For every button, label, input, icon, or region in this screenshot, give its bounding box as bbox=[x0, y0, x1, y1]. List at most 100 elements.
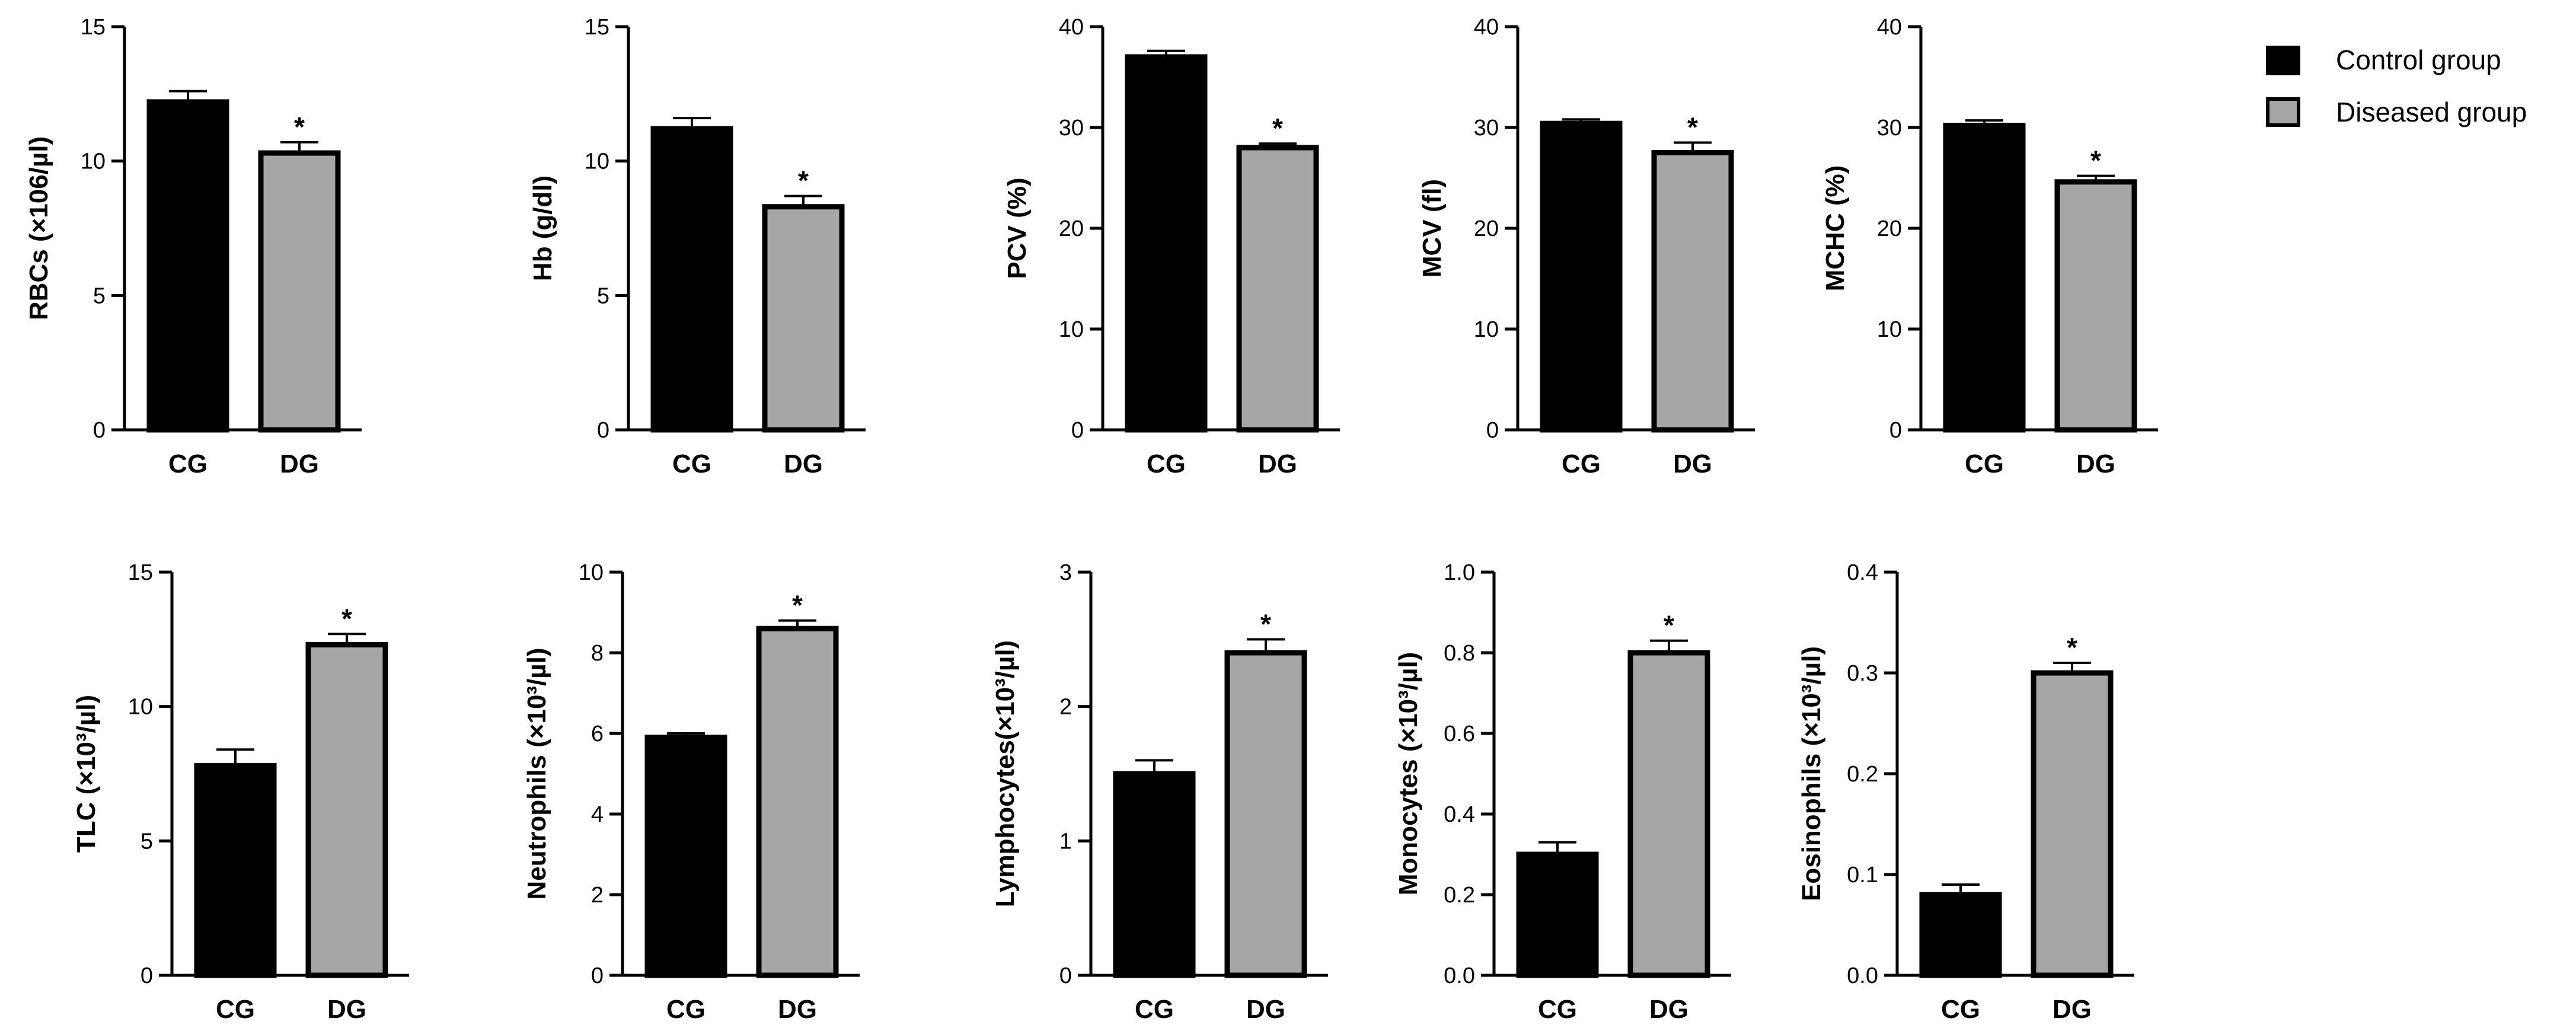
x-category-label: DG bbox=[1246, 995, 1285, 1024]
x-category-label: DG bbox=[2052, 995, 2092, 1024]
y-tick-label: 2 bbox=[1059, 695, 1072, 720]
y-tick-label: 40 bbox=[1474, 15, 1499, 40]
chart-panel-3: 0 10 20 30 40 CG * DG PCV (%) bbox=[1003, 15, 1340, 478]
bar-dg bbox=[1627, 650, 1710, 978]
bar-cg bbox=[1125, 54, 1208, 433]
y-axis-title: RBCs (×106/µl) bbox=[24, 136, 53, 320]
y-axis-title: Neutrophils (×10³/µl) bbox=[522, 647, 551, 899]
chart-panel-2: 0 5 10 15 CG * DG Hb (g/dl) bbox=[528, 15, 866, 478]
x-category-label: CG bbox=[1147, 449, 1186, 478]
y-tick-label: 0.4 bbox=[1847, 560, 1878, 585]
bar-cg bbox=[194, 762, 277, 978]
y-tick-label: 20 bbox=[1474, 216, 1499, 241]
y-tick-label: 3 bbox=[1059, 560, 1072, 585]
bar-dg bbox=[258, 150, 341, 433]
bar-dg bbox=[1236, 145, 1319, 433]
bar-dg bbox=[762, 204, 845, 433]
x-category-label: CG bbox=[1538, 995, 1577, 1024]
y-tick-label: 30 bbox=[1474, 116, 1499, 141]
x-category-label: CG bbox=[168, 449, 208, 478]
y-tick-label: 15 bbox=[128, 560, 153, 585]
x-category-label: CG bbox=[1135, 995, 1174, 1024]
y-tick-label: 0 bbox=[591, 963, 604, 988]
y-tick-label: 0 bbox=[1889, 418, 1902, 443]
bar-cg bbox=[1919, 892, 2002, 978]
y-tick-label: 30 bbox=[1877, 116, 1902, 141]
chart-panel-8: 0 1 2 3 CG * DG Lymphocytes(×10³/µl) bbox=[991, 560, 1328, 1024]
y-tick-label: 10 bbox=[81, 149, 106, 174]
bar-cg bbox=[650, 126, 733, 433]
bar-dg bbox=[2031, 670, 2114, 978]
y-tick-label: 2 bbox=[591, 883, 604, 908]
y-tick-label: 0 bbox=[93, 418, 106, 443]
y-tick-label: 10 bbox=[579, 560, 604, 585]
bar-cg bbox=[1943, 123, 2026, 433]
y-tick-label: 0 bbox=[1071, 418, 1084, 443]
bar-cg bbox=[644, 735, 727, 978]
chart-panel-1: 0 5 10 15 CG * DG RBCs (×106/µl) bbox=[24, 15, 362, 478]
significance-marker: * bbox=[1260, 608, 1271, 639]
y-tick-label: 10 bbox=[1474, 317, 1499, 342]
y-tick-label: 0.1 bbox=[1847, 863, 1878, 888]
y-axis-title: Monocytes (×10³/µl) bbox=[1394, 652, 1423, 895]
y-tick-label: 5 bbox=[141, 829, 153, 854]
significance-marker: * bbox=[798, 165, 809, 196]
chart-panel-10: 0.0 0.1 0.2 0.3 0.4 CG * DG Eosinophils (×10³/µl… bbox=[1797, 560, 2134, 1024]
y-tick-label: 5 bbox=[597, 283, 609, 308]
significance-marker: * bbox=[2067, 632, 2077, 663]
significance-marker: * bbox=[1272, 113, 1283, 143]
x-category-label: DG bbox=[784, 449, 823, 478]
y-tick-label: 10 bbox=[585, 149, 609, 174]
y-tick-label: 6 bbox=[591, 722, 604, 746]
y-tick-label: 1 bbox=[1059, 829, 1072, 854]
bar-cg bbox=[1113, 771, 1196, 978]
y-tick-label: 0.6 bbox=[1444, 722, 1475, 746]
x-category-label: CG bbox=[1562, 449, 1601, 478]
chart-panel-9: 0.0 0.2 0.4 0.6 0.8 1.0 CG * DG Monocytes (×10³/µ… bbox=[1394, 560, 1731, 1024]
x-category-label: CG bbox=[672, 449, 711, 478]
y-tick-label: 1.0 bbox=[1444, 560, 1475, 585]
y-tick-label: 0.0 bbox=[1847, 963, 1878, 988]
y-tick-label: 20 bbox=[1877, 216, 1902, 241]
legend-swatch-control bbox=[2266, 46, 2300, 75]
y-axis-title: MCV (fl) bbox=[1418, 179, 1447, 277]
significance-marker: * bbox=[341, 603, 352, 634]
bar-dg bbox=[305, 642, 388, 978]
y-tick-label: 4 bbox=[591, 802, 604, 827]
chart-panel-7: 0 2 4 6 8 10 CG * DG Neutrophils (×10³/µl) bbox=[522, 560, 860, 1024]
y-axis-title: MCHC (%) bbox=[1821, 165, 1850, 292]
x-category-label: DG bbox=[1258, 449, 1297, 478]
bar-dg bbox=[1224, 650, 1307, 978]
x-category-label: CG bbox=[216, 995, 255, 1024]
x-category-label: DG bbox=[2076, 449, 2115, 478]
y-tick-label: 0 bbox=[1486, 418, 1499, 443]
y-tick-label: 30 bbox=[1059, 116, 1084, 141]
significance-marker: * bbox=[294, 111, 305, 142]
bar-cg bbox=[1516, 851, 1599, 978]
x-category-label: DG bbox=[1649, 995, 1688, 1024]
y-tick-label: 0.2 bbox=[1444, 883, 1475, 908]
y-axis-title: Eosinophils (×10³/µl) bbox=[1797, 646, 1826, 901]
significance-marker: * bbox=[1687, 112, 1698, 143]
legend-label-control: Control group bbox=[2336, 44, 2501, 75]
x-category-label: CG bbox=[1941, 995, 1980, 1024]
y-tick-label: 0.8 bbox=[1444, 641, 1475, 666]
bar-dg bbox=[1651, 150, 1734, 433]
y-axis-title: TLC (×10³/µl) bbox=[72, 695, 101, 853]
y-tick-label: 0.0 bbox=[1444, 963, 1475, 988]
significance-marker: * bbox=[2090, 145, 2101, 176]
y-tick-label: 8 bbox=[591, 641, 604, 666]
chart-panel-6: 0 5 10 15 CG * DG TLC (×10³/µl) bbox=[72, 560, 409, 1024]
y-tick-label: 10 bbox=[1877, 317, 1902, 342]
legend: Control group Diseased group bbox=[2266, 44, 2527, 127]
y-tick-label: 0 bbox=[597, 418, 609, 443]
chart-panel-4: 0 10 20 30 40 CG * DG MCV (fl) bbox=[1418, 15, 1755, 478]
y-tick-label: 15 bbox=[585, 15, 609, 40]
legend-swatch-diseased bbox=[2266, 97, 2300, 127]
x-category-label: DG bbox=[1673, 449, 1712, 478]
y-tick-label: 0.3 bbox=[1847, 661, 1878, 686]
bar-cg bbox=[1540, 120, 1623, 433]
bar-dg bbox=[756, 625, 839, 978]
